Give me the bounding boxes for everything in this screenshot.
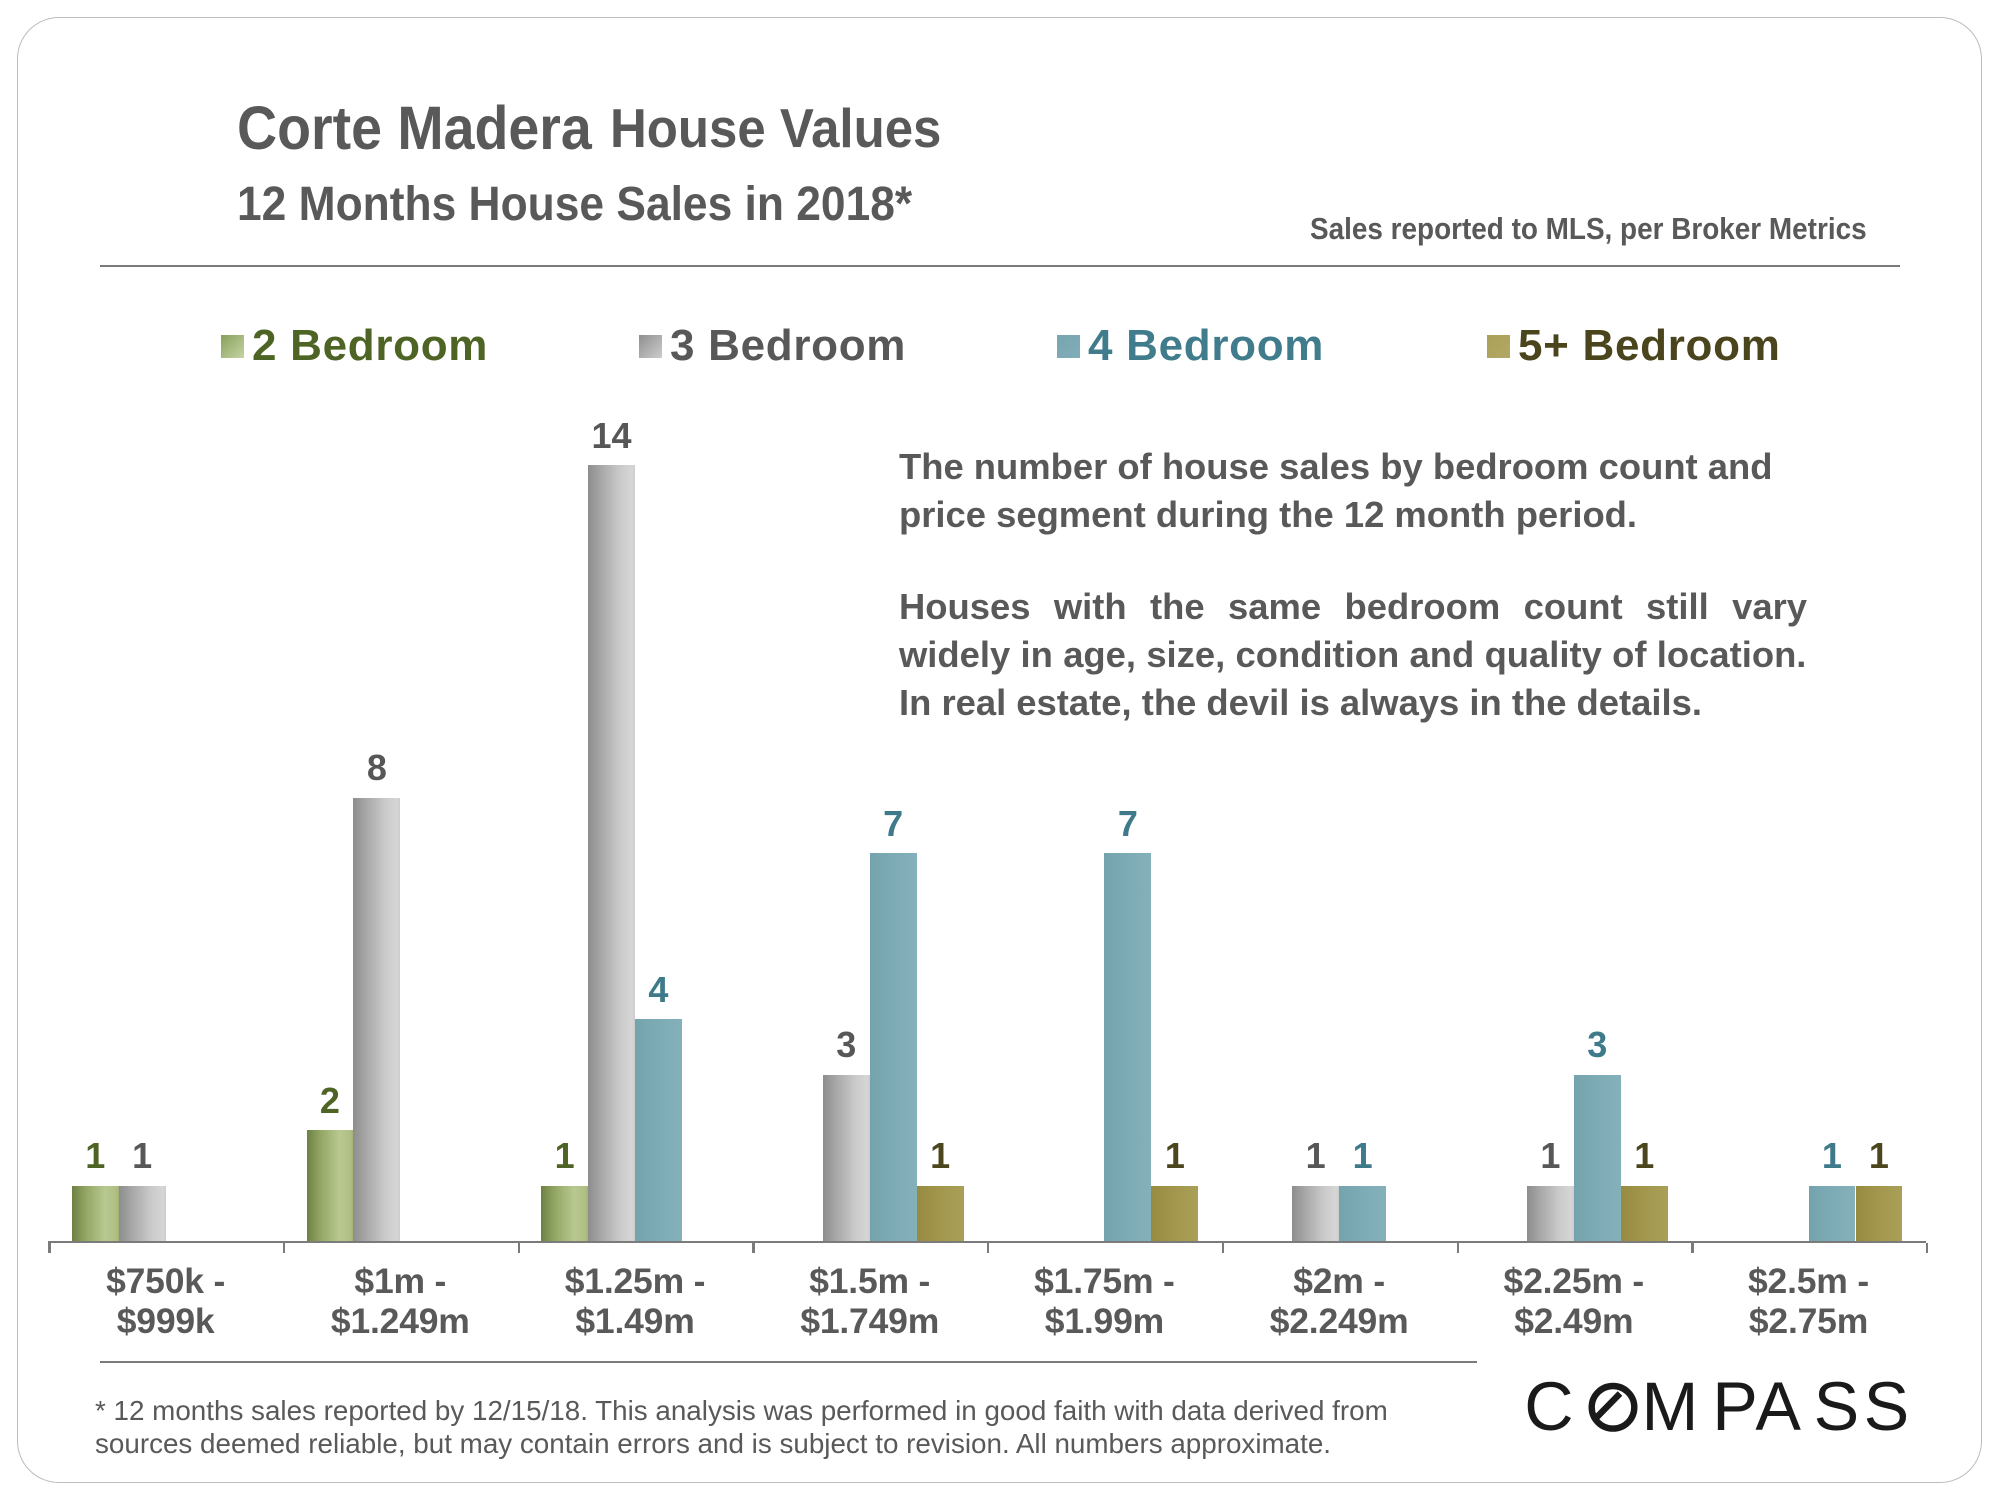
svg-text:S: S (1864, 1372, 1910, 1444)
svg-text:P: P (1712, 1372, 1758, 1444)
svg-text:M: M (1642, 1372, 1699, 1444)
svg-text:A: A (1755, 1372, 1801, 1444)
svg-text:C: C (1524, 1372, 1573, 1444)
svg-text:S: S (1814, 1372, 1860, 1444)
